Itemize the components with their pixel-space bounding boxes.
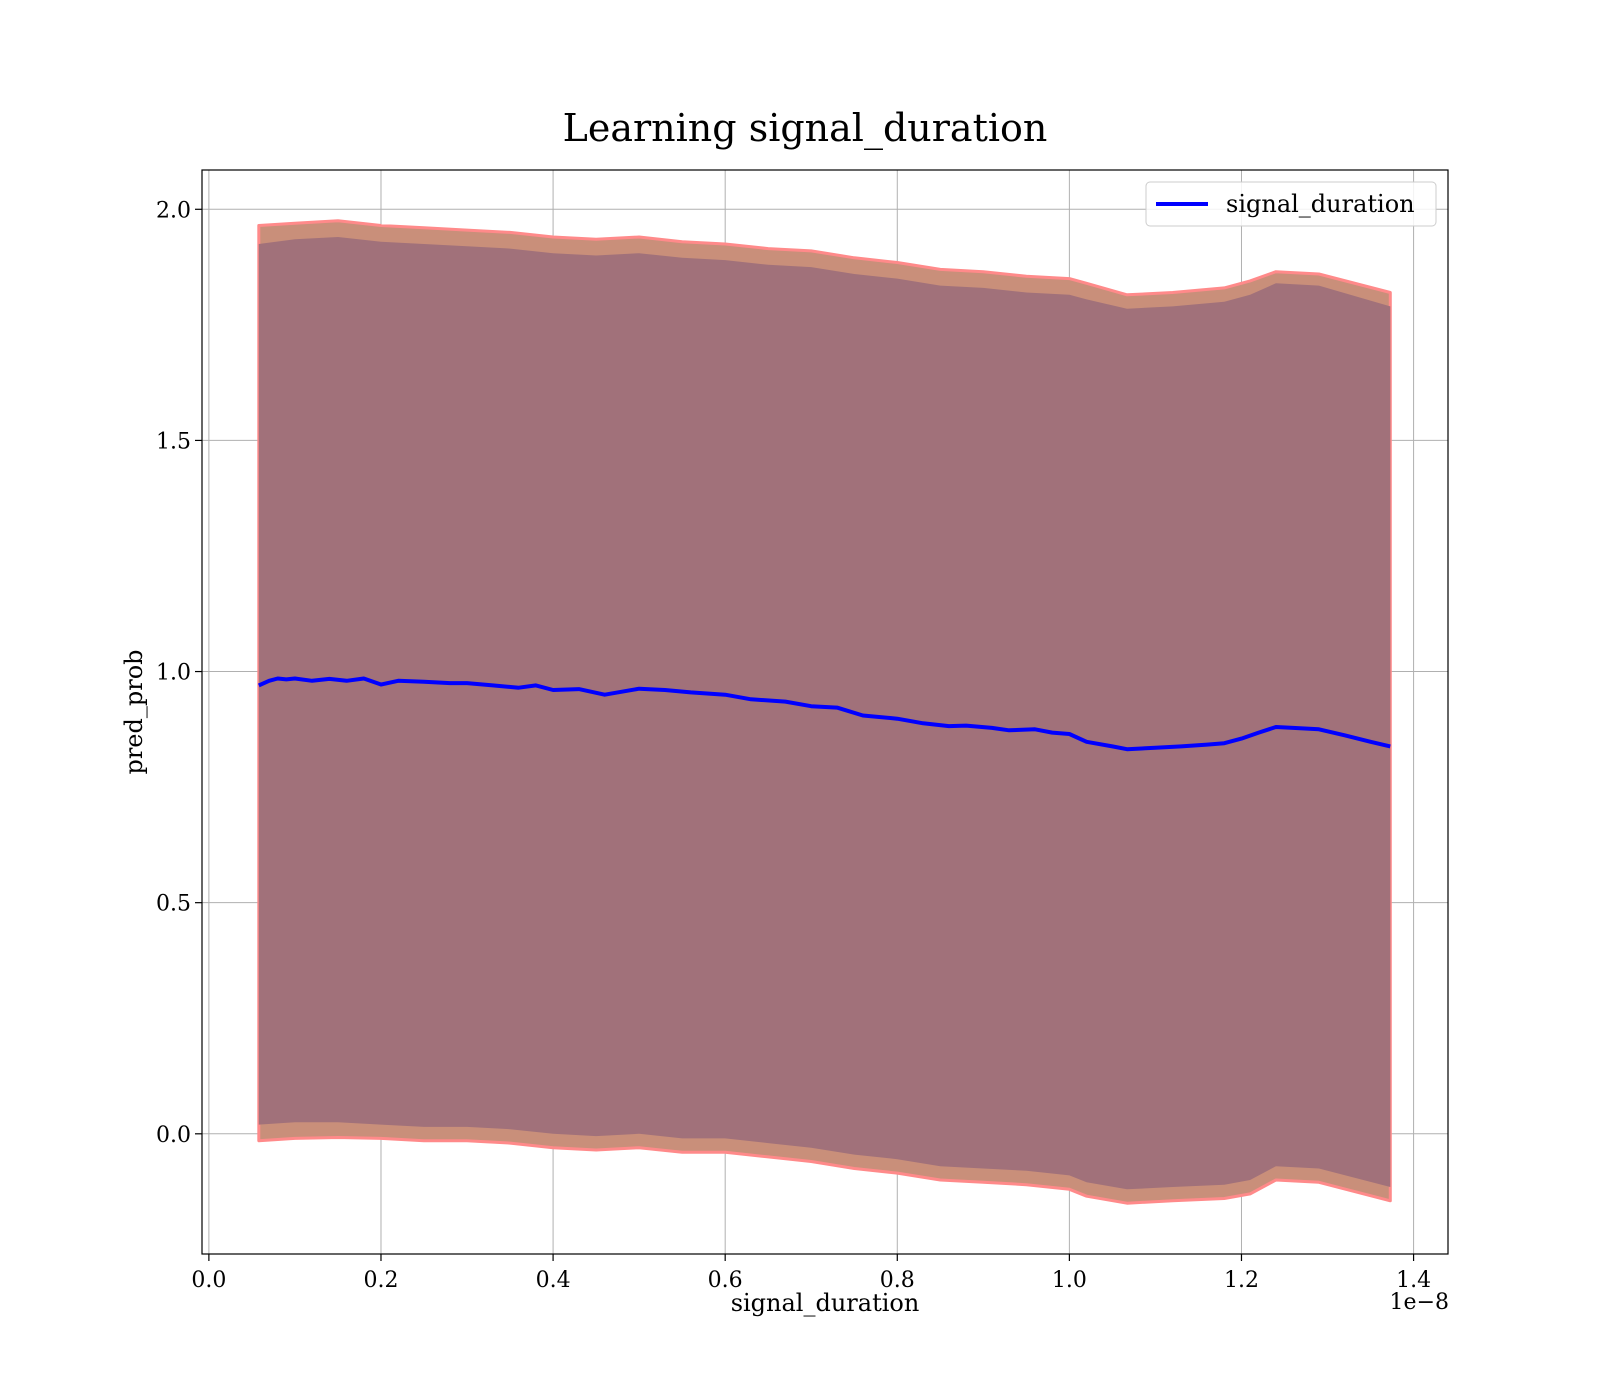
y-tick-label: 0.5: [156, 892, 191, 917]
x-tick-label: 0.4: [536, 1268, 571, 1293]
x-tick-label: 0.0: [191, 1268, 226, 1293]
x-axis-offset-label: 1e−8: [1390, 1290, 1449, 1315]
chart-title: Learning signal_duration: [563, 106, 1048, 151]
y-tick-label: 1.5: [156, 429, 191, 454]
x-tick-label: 1.0: [1052, 1268, 1087, 1293]
x-tick-label: 0.2: [363, 1268, 398, 1293]
y-tick-label: 0.0: [156, 1123, 191, 1148]
legend-label: signal_duration: [1226, 190, 1415, 218]
x-tick-label: 1.4: [1396, 1268, 1431, 1293]
y-axis-label: pred_prob: [120, 649, 148, 774]
x-axis-label: signal_duration: [731, 1289, 920, 1317]
x-tick-label: 1.2: [1224, 1268, 1259, 1293]
y-tick-label: 2.0: [156, 198, 191, 223]
x-tick-label: 0.8: [880, 1268, 915, 1293]
plot-area: 0.0 0.2 0.4 0.6 0.8 1.0 1.2 1.4 0.0 0.5 1.0 1.5 2.0 s…: [156, 169, 1449, 1293]
x-tick-label: 0.6: [708, 1268, 743, 1293]
legend-box: [1145, 181, 1437, 227]
y-tick-label: 1.0: [156, 661, 191, 686]
confidence-band-inner: [258, 237, 1391, 1190]
axes-frame: [201, 169, 1449, 1255]
series-line: [257, 676, 1391, 752]
